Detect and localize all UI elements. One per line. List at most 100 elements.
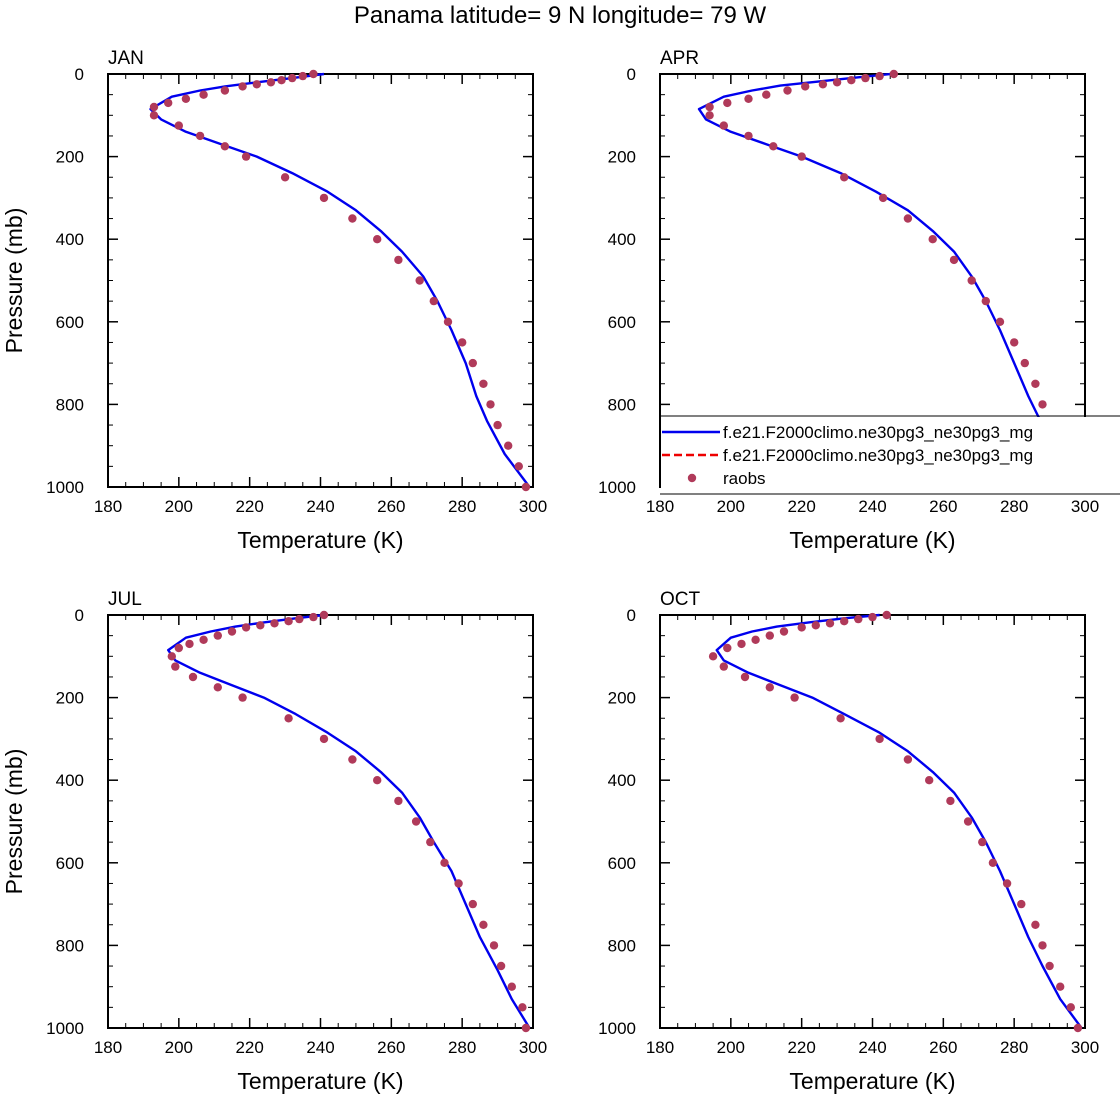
x-tick-label: 280: [1000, 1038, 1028, 1057]
y-tick-label: 0: [627, 65, 636, 84]
y-tick-label: 800: [56, 395, 84, 414]
raobs-point: [426, 837, 435, 847]
raobs-point: [443, 317, 453, 326]
y-tick-label: 0: [75, 65, 84, 84]
raobs-point: [440, 858, 449, 867]
raobs-point: [504, 441, 513, 450]
raobs-point: [868, 612, 877, 622]
raobs-point: [220, 142, 230, 151]
panel-title-jan: JAN: [108, 48, 144, 69]
y-tick-label: 600: [608, 313, 636, 332]
y-tick-label: 600: [56, 313, 84, 332]
raobs-point: [199, 635, 208, 644]
raobs-point: [946, 796, 955, 806]
raobs-point: [737, 639, 746, 649]
y-tick-label: 1000: [598, 1019, 636, 1038]
x-tick-label: 180: [94, 497, 122, 516]
raobs-point: [238, 693, 247, 702]
raobs-point: [454, 879, 463, 888]
x-axis-label: Temperature (K): [237, 527, 403, 553]
y-tick-label: 800: [608, 395, 636, 414]
panel-title-oct: OCT: [660, 589, 701, 610]
page-title: Panama latitude= 9 N longitude= 79 W: [353, 2, 767, 29]
raobs-point: [507, 982, 516, 991]
raobs-point: [518, 1003, 527, 1012]
x-tick-label: 240: [858, 497, 886, 516]
y-tick-label: 800: [56, 936, 84, 955]
raobs-point: [832, 78, 842, 87]
raobs-point: [765, 631, 774, 640]
y-tick-label: 800: [608, 936, 636, 955]
raobs-point: [889, 69, 898, 79]
model-profile-line: [715, 613, 1083, 1029]
raobs-point: [348, 755, 357, 764]
y-tick-label: 200: [608, 148, 636, 167]
raobs-point: [521, 482, 531, 492]
y-tick-label: 400: [56, 771, 84, 790]
y-tick-label: 1000: [46, 478, 84, 497]
legend-background: [661, 417, 1120, 493]
x-tick-label: 200: [717, 497, 745, 516]
y-tick-label: 1000: [598, 478, 636, 497]
x-tick-label: 280: [448, 1038, 476, 1057]
raobs-point: [1020, 358, 1029, 368]
raobs-point: [705, 102, 714, 112]
x-axis-label: Temperature (K): [237, 1068, 403, 1094]
raobs-point: [928, 235, 937, 244]
raobs-point: [493, 420, 502, 430]
raobs-point: [1031, 379, 1040, 388]
plot-frame: [659, 614, 1086, 1029]
raobs-point: [1038, 941, 1047, 950]
x-tick-label: 220: [787, 497, 815, 516]
raobs-point: [978, 837, 987, 847]
x-tick-label: 300: [519, 497, 547, 516]
x-axis-label: Temperature (K): [789, 527, 955, 553]
x-tick-label: 260: [929, 497, 957, 516]
raobs-point: [373, 776, 382, 785]
raobs-point: [164, 98, 173, 108]
panel-title-apr: APR: [660, 48, 699, 69]
raobs-point: [1010, 338, 1019, 347]
raobs-point: [199, 90, 208, 99]
raobs-point: [181, 94, 191, 104]
raobs-point: [836, 714, 845, 723]
raobs-point: [1066, 1003, 1076, 1012]
x-tick-label: 180: [94, 1038, 122, 1057]
raobs-point: [1038, 400, 1047, 409]
raobs-point: [213, 631, 222, 640]
panel-title-jul: JUL: [108, 589, 142, 610]
x-tick-label: 240: [306, 497, 334, 516]
x-tick-label: 180: [646, 1038, 674, 1057]
y-tick-label: 0: [627, 606, 636, 625]
raobs-point: [486, 400, 495, 409]
raobs-point: [238, 82, 247, 91]
raobs-point: [266, 78, 276, 87]
x-tick-label: 280: [1000, 497, 1028, 516]
raobs-point: [241, 623, 251, 632]
raobs-point: [309, 612, 318, 622]
y-tick-label: 400: [56, 230, 84, 249]
legend-label: f.e21.F2000climo.ne30pg3_ne30pg3_mg: [723, 423, 1033, 442]
raobs-point: [903, 755, 913, 764]
raobs-point: [875, 71, 884, 81]
x-tick-label: 180: [646, 497, 674, 516]
raobs-point: [765, 683, 774, 692]
raobs-point: [521, 1023, 531, 1033]
raobs-point: [723, 98, 732, 108]
raobs-point: [195, 131, 205, 141]
raobs-point: [468, 899, 477, 909]
x-axis-label: Temperature (K): [789, 1068, 955, 1094]
raobs-point: [790, 693, 799, 702]
raobs-point: [1031, 920, 1040, 929]
raobs-point: [825, 619, 835, 628]
raobs-point: [875, 734, 884, 744]
raobs-point: [797, 152, 806, 161]
raobs-point: [458, 338, 467, 347]
x-tick-label: 300: [1071, 1038, 1099, 1057]
raobs-point: [797, 623, 806, 632]
panel-jul: JUL 180 200 220 240 260 280 300 0 200 400 600 800 100…: [1, 589, 547, 1094]
raobs-point: [514, 462, 523, 471]
legend-label: f.e21.F2000climo.ne30pg3_ne30pg3_mg: [723, 446, 1033, 465]
raobs-point: [882, 610, 891, 620]
